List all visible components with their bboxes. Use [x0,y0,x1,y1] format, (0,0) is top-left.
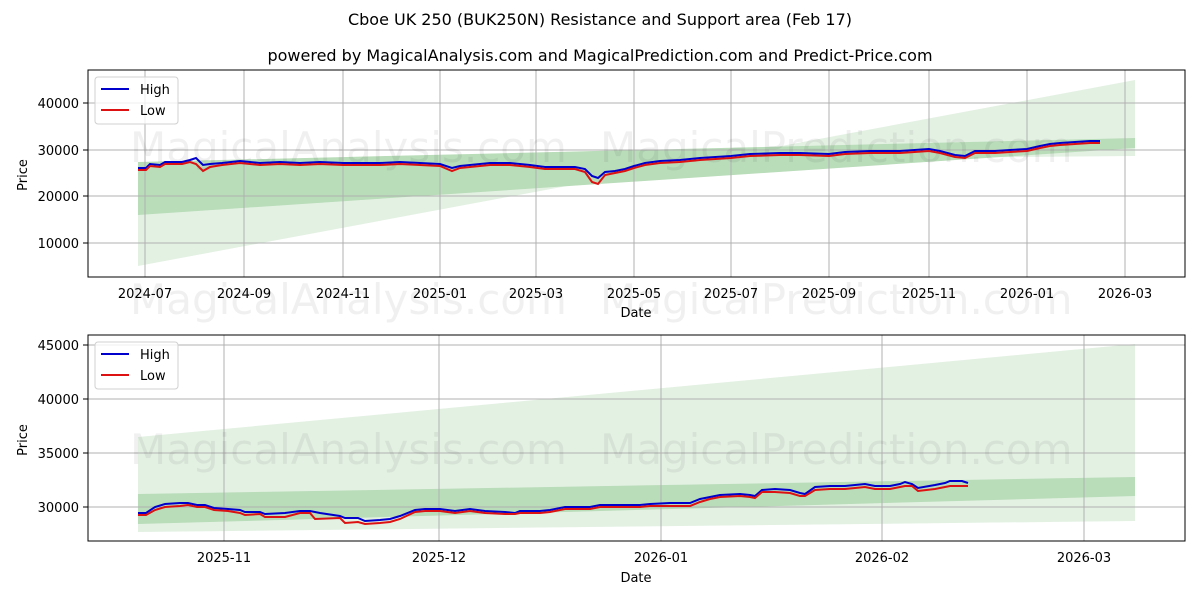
svg-text:2026-03: 2026-03 [1098,287,1152,302]
svg-text:2026-01: 2026-01 [1000,287,1054,302]
legend-high-label: High [140,348,170,363]
top-x-axis-label: Date [620,306,651,321]
bottom-y-ticks: 45000 40000 35000 30000 [38,339,88,516]
svg-text:2025-01: 2025-01 [413,287,467,302]
bottom-plot-frame [87,334,1186,542]
chart-subtitle: powered by MagicalAnalysis.com and Magic… [267,46,933,65]
watermark-prediction-3: MagicalPrediction.com [600,425,1073,474]
top-high-line [138,140,1100,180]
svg-text:2025-09: 2025-09 [802,287,856,302]
bottom-low-line [138,485,968,526]
watermark-analysis-2: MagicalAnalysis.com [130,275,567,324]
svg-text:30000: 30000 [38,501,79,516]
svg-text:2024-11: 2024-11 [316,287,370,302]
legend-high-label: High [140,83,170,98]
bottom-legend: High Low [94,341,179,390]
svg-text:2025-05: 2025-05 [607,287,661,302]
svg-text:2025-12: 2025-12 [412,551,466,566]
top-plot-frame [87,69,1186,278]
top-y-axis-label: Price [16,159,31,191]
top-low-line [138,142,1100,186]
watermark-analysis-3: MagicalAnalysis.com [130,425,567,474]
svg-text:10000: 10000 [38,237,79,252]
svg-text:2024-07: 2024-07 [118,287,172,302]
svg-text:2025-03: 2025-03 [509,287,563,302]
svg-text:40000: 40000 [38,393,79,408]
top-x-ticks: 2024-07 2024-09 2024-11 2025-01 2025-03 … [118,287,1152,302]
svg-text:30000: 30000 [38,144,79,159]
svg-text:20000: 20000 [38,190,79,205]
legend-low-label: Low [140,369,166,384]
watermark-prediction: MagicalPrediction.com [600,123,1073,172]
svg-text:2026-02: 2026-02 [855,551,909,566]
svg-text:2025-07: 2025-07 [704,287,758,302]
bottom-high-line [138,480,969,523]
top-y-ticks: 40000 30000 20000 10000 [38,97,88,252]
svg-text:45000: 45000 [38,339,79,354]
top-grid [88,70,1185,277]
svg-text:2026-01: 2026-01 [634,551,688,566]
legend-low-label: Low [140,104,166,119]
svg-text:2024-09: 2024-09 [217,287,271,302]
svg-text:35000: 35000 [38,447,79,462]
bottom-y-axis-label: Price [16,424,31,456]
svg-text:2025-11: 2025-11 [902,287,956,302]
chart-title: Cboe UK 250 (BUK250N) Resistance and Sup… [347,10,853,29]
watermark-prediction-2: MagicalPrediction.com [600,275,1073,324]
bottom-x-ticks: 2025-11 2025-12 2026-01 2026-02 2026-03 [197,551,1111,566]
top-legend: High Low [94,76,179,125]
svg-text:2025-11: 2025-11 [197,551,251,566]
bottom-chart: MagicalAnalysis.com MagicalPrediction.co… [16,334,1186,586]
top-chart: MagicalAnalysis.com MagicalPrediction.co… [16,69,1186,324]
svg-text:40000: 40000 [38,97,79,112]
svg-text:2026-03: 2026-03 [1057,551,1111,566]
bottom-x-axis-label: Date [620,571,651,586]
